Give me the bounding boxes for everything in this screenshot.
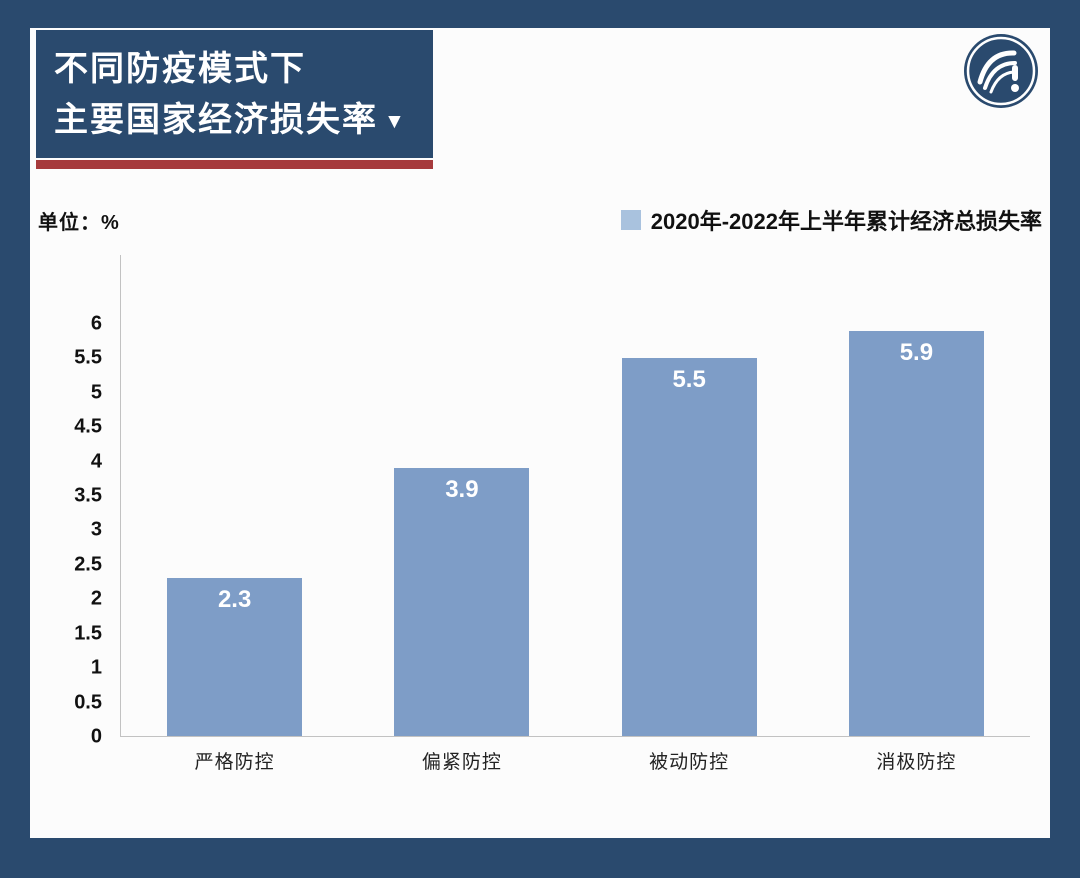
bar-消极防控: 5.9 xyxy=(848,330,984,736)
y-tick-label: 4 xyxy=(90,450,102,473)
y-tick-label: 1.5 xyxy=(74,622,102,645)
legend: 2020年-2022年上半年累计经济总损失率 xyxy=(620,204,1042,236)
legend-label: 2020年-2022年上半年累计经济总损失率 xyxy=(650,209,1042,234)
y-tick-label: 4.5 xyxy=(74,415,102,438)
meta-row: 单位：% 2020年-2022年上半年累计经济总损失率 xyxy=(38,204,1042,236)
unit-label: 单位：% xyxy=(38,211,120,234)
y-tick-label: 0 xyxy=(90,725,102,748)
y-axis: 0 0.5 1 1.5 2 2.5 3 3.5 4 4.5 5 5.5 6 xyxy=(40,255,110,747)
chart-title-block: 不同防疫模式下 主要国家经济损失率 ▼ xyxy=(36,30,433,169)
title-line-1: 不同防疫模式下 xyxy=(54,50,306,88)
x-axis-label: 被动防控 xyxy=(649,752,730,773)
caret-down-icon: ▼ xyxy=(384,110,407,134)
y-tick-label: 2 xyxy=(90,587,102,610)
bar-严格防控: 2.3 xyxy=(167,577,303,736)
title-underline xyxy=(36,160,433,169)
page-title: 不同防疫模式下 主要国家经济损失率 ▼ xyxy=(36,30,433,158)
y-tick-label: 5 xyxy=(90,381,102,404)
poster-content: 不同防疫模式下 主要国家经济损失率 ▼ 单位：% 2020年-2022年上半年累计… xyxy=(30,28,1050,838)
y-tick-label: 3 xyxy=(90,518,102,541)
y-tick-label: 3.5 xyxy=(74,484,102,507)
x-axis-labels: 严格防控 偏紧防控 被动防控 消极防控 xyxy=(121,747,1030,774)
bar-value-label: 5.9 xyxy=(899,338,934,366)
y-tick-label: 1 xyxy=(90,656,102,679)
bar-偏紧防控: 3.9 xyxy=(394,468,530,736)
bar-被动防控: 5.5 xyxy=(621,358,757,736)
plot-area: 2.3 3.9 5.5 5.9 xyxy=(120,255,1030,737)
y-tick-label: 0.5 xyxy=(74,691,102,714)
bar-value-label: 2.3 xyxy=(217,585,252,613)
title-line-2: 主要国家经济损失率 ▼ xyxy=(54,101,407,139)
brand-logo-icon xyxy=(962,32,1040,110)
bar-chart: 0 0.5 1 1.5 2 2.5 3 3.5 4 4.5 5 5.5 6 2.3 3.9 5.5 5.9 xyxy=(40,255,1030,748)
x-axis-label: 消极防控 xyxy=(876,752,957,773)
legend-swatch-icon xyxy=(620,210,641,230)
y-tick-label: 2.5 xyxy=(74,553,102,576)
x-axis-label: 偏紧防控 xyxy=(421,752,502,773)
y-tick-label: 6 xyxy=(90,312,102,335)
bar-value-label: 3.9 xyxy=(445,476,479,504)
x-axis-label: 严格防控 xyxy=(194,752,275,773)
y-tick-label: 5.5 xyxy=(74,346,102,369)
bar-value-label: 5.5 xyxy=(672,366,706,394)
